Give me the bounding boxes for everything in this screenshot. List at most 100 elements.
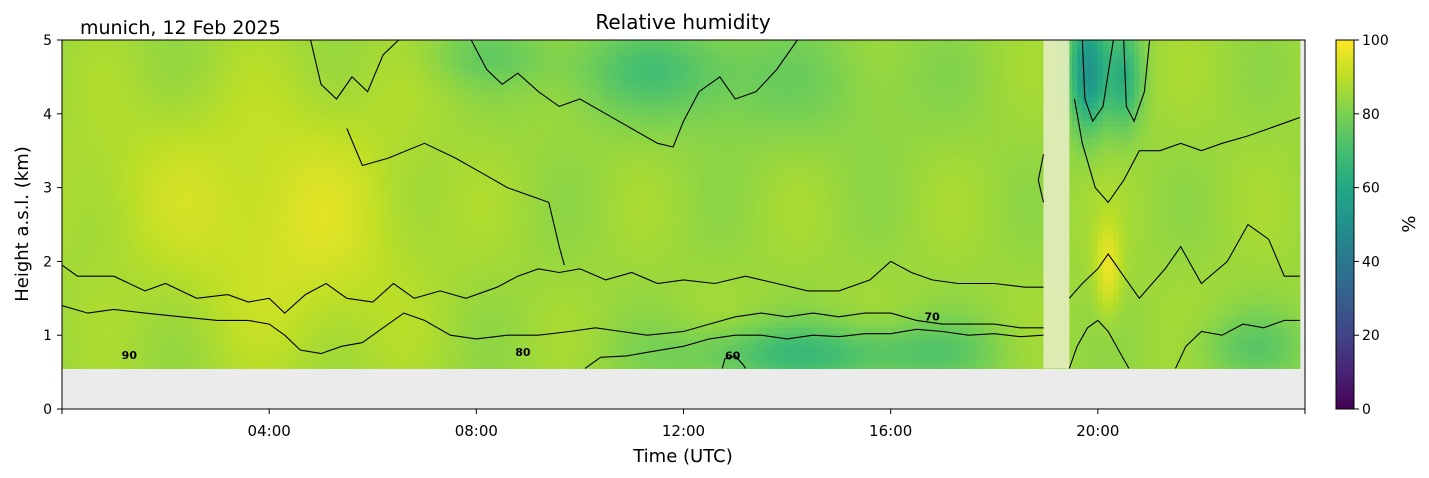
field-cell <box>300 338 306 346</box>
field-cell <box>258 155 265 163</box>
field-cell <box>186 90 193 98</box>
field-cell <box>460 220 467 228</box>
field-cell <box>289 279 296 287</box>
field-cell <box>455 85 462 92</box>
field-cell <box>134 173 141 181</box>
field-cell <box>424 90 431 98</box>
field-cell <box>409 40 415 45</box>
field-cell <box>357 49 363 57</box>
field-cell <box>341 67 348 74</box>
field-cell <box>331 185 338 192</box>
field-cell <box>393 150 400 157</box>
field-cell <box>357 232 363 240</box>
field-cell <box>144 167 151 175</box>
field-cell <box>512 297 519 305</box>
field-cell <box>466 362 472 369</box>
field-cell <box>258 167 265 175</box>
field-cell <box>155 67 161 74</box>
field-cell <box>124 114 130 121</box>
field-cell <box>372 173 379 181</box>
field-cell <box>393 344 400 352</box>
field-cell <box>362 144 369 151</box>
field-cell <box>217 327 224 334</box>
field-cell <box>383 150 389 157</box>
field-cell <box>388 344 395 352</box>
field-cell <box>367 297 374 305</box>
field-cell <box>77 191 84 198</box>
field-cell <box>93 144 99 151</box>
field-cell <box>403 238 410 245</box>
field-cell <box>62 273 68 281</box>
field-cell <box>212 321 218 328</box>
field-cell <box>62 214 68 222</box>
field-cell <box>377 309 384 316</box>
field-cell <box>336 132 343 139</box>
field-cell <box>517 114 524 121</box>
field-cell <box>346 85 353 92</box>
field-cell <box>507 150 514 157</box>
field-cell <box>186 309 193 316</box>
field-cell <box>62 67 68 74</box>
field-cell <box>352 132 358 139</box>
field-cell <box>196 232 203 240</box>
field-cell <box>486 209 493 216</box>
field-cell <box>315 209 322 216</box>
field-cell <box>497 191 503 198</box>
field-cell <box>393 102 400 110</box>
field-cell <box>497 338 503 346</box>
field-cell <box>377 126 384 133</box>
field-cell <box>507 191 514 198</box>
field-cell <box>460 250 467 257</box>
field-cell <box>481 338 488 346</box>
field-cell <box>372 108 379 116</box>
field-cell <box>466 108 472 116</box>
field-cell <box>196 238 203 245</box>
field-cell <box>315 238 322 245</box>
field-cell <box>331 49 338 57</box>
field-cell <box>67 209 73 216</box>
field-cell <box>445 220 452 228</box>
field-cell <box>455 291 462 299</box>
field-cell <box>460 85 467 92</box>
field-cell <box>243 132 250 139</box>
field-cell <box>227 203 234 210</box>
field-cell <box>232 291 239 299</box>
field-cell <box>512 220 519 228</box>
field-cell <box>460 285 467 293</box>
field-cell <box>77 220 84 228</box>
field-cell <box>284 114 291 121</box>
field-cell <box>103 226 110 234</box>
field-cell <box>476 90 483 98</box>
field-cell <box>227 79 234 86</box>
field-cell <box>212 73 218 80</box>
field-cell <box>445 256 452 263</box>
field-cell <box>82 297 89 305</box>
field-cell <box>486 126 493 133</box>
field-cell <box>258 132 265 139</box>
field-cell <box>227 161 234 169</box>
field-cell <box>77 43 84 51</box>
field-cell <box>119 362 125 369</box>
field-cell <box>429 179 436 186</box>
field-cell <box>424 61 431 68</box>
field-cell <box>217 214 224 222</box>
field-cell <box>305 356 312 364</box>
field-cell <box>471 350 477 358</box>
field-cell <box>445 150 452 157</box>
field-cell <box>331 43 338 51</box>
field-cell <box>253 167 260 175</box>
field-cell <box>522 362 529 369</box>
field-cell <box>341 250 348 257</box>
field-cell <box>450 96 457 104</box>
field-cell <box>279 297 286 305</box>
field-cell <box>398 220 405 228</box>
field-cell <box>300 85 306 92</box>
field-cell <box>362 90 369 98</box>
field-cell <box>87 238 94 245</box>
field-cell <box>227 108 234 116</box>
field-cell <box>450 250 457 257</box>
field-cell <box>212 167 218 175</box>
field-cell <box>315 108 322 116</box>
field-cell <box>232 40 239 45</box>
field-cell <box>497 232 503 240</box>
